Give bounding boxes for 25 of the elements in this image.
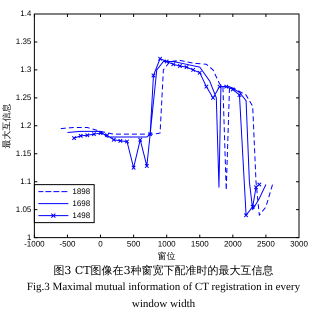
x-tick-label: 1500 [190, 240, 210, 249]
legend-label: 1698 [72, 198, 91, 208]
x-tick-label: -500 [59, 240, 76, 249]
x-tick-label: 0 [98, 240, 104, 249]
y-tick-label: 1.25 [16, 93, 32, 102]
x-tick-label: 2500 [257, 240, 276, 249]
y-tick-label: 1.1 [20, 176, 32, 186]
y-axis-title: 最大互信息 [2, 103, 13, 148]
y-tick-label: 1.35 [16, 37, 32, 46]
y-tick-label: 1.2 [20, 121, 32, 130]
x-tick-label: 3000 [290, 240, 308, 249]
x-tick-label: 500 [126, 240, 141, 249]
x-tick-label: -1000 [24, 240, 46, 249]
text: Fig.3 Maximal mutual information of CT registration in every window width [26, 280, 302, 312]
y-tick-label: 1.15 [16, 148, 32, 158]
text: 图3 CT图像在3种窗宽下配准时的最大互信息 [52, 263, 275, 279]
x-axis-title: 窗位 [158, 250, 176, 262]
y-tick-label: 1.3 [20, 65, 32, 74]
y-tick-label: 1 [26, 232, 32, 242]
legend-label: 1498 [72, 210, 91, 220]
y-tick-label: 1.05 [16, 204, 32, 214]
legend-label: 1898 [72, 186, 91, 196]
y-tick-label: 1.4 [20, 9, 32, 18]
x-tick-label: 1000 [158, 240, 176, 249]
x-tick-label: 2000 [224, 240, 242, 249]
